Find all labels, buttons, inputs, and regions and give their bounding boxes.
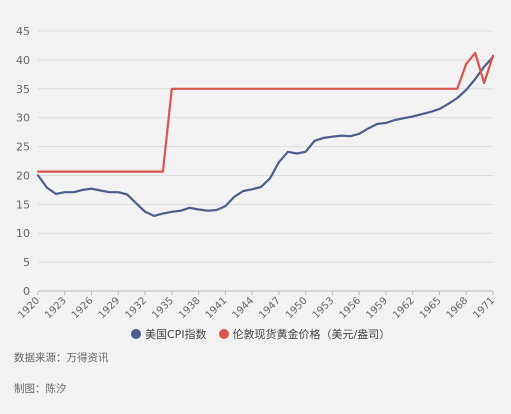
x-tick-label: 1953 xyxy=(311,295,337,321)
y-tick-label: 30 xyxy=(16,112,30,125)
gridlines xyxy=(38,30,493,292)
x-tick-label: 1938 xyxy=(177,295,203,321)
y-tick-label: 5 xyxy=(23,256,30,269)
x-tick-label: 1965 xyxy=(418,295,444,321)
x-tick-label: 1950 xyxy=(284,295,310,321)
y-tick-label: 10 xyxy=(16,227,30,240)
x-tick-label: 1923 xyxy=(43,295,69,321)
x-tick-label: 1956 xyxy=(338,295,364,321)
y-tick-label: 0 xyxy=(23,285,30,298)
y-tick-label: 20 xyxy=(16,169,30,182)
x-tick-label: 1962 xyxy=(391,295,417,321)
y-tick-label: 15 xyxy=(16,198,30,211)
y-tick-label: 40 xyxy=(16,54,30,67)
series-lines xyxy=(36,51,495,217)
x-tick-label: 1959 xyxy=(364,295,390,321)
y-tick-label: 25 xyxy=(16,141,30,154)
x-tick-label: 1947 xyxy=(257,295,283,321)
legend-swatch-cpi xyxy=(131,329,141,339)
x-tick-label: 1920 xyxy=(16,295,42,321)
author-note: 制图：陈汐 xyxy=(14,383,67,395)
legend-item-cpi: 美国CPI指数 xyxy=(131,326,207,342)
legend-label-cpi: 美国CPI指数 xyxy=(145,328,207,341)
x-tick-label: 1926 xyxy=(70,295,96,321)
legend: 美国CPI指数 伦敦现货黄金价格（美元/盎司） xyxy=(131,326,402,342)
y-axis-ticks: 0 5 10 15 20 25 30 35 40 45 xyxy=(16,25,30,298)
x-tick-label: 1971 xyxy=(471,295,497,321)
legend-swatch-gold xyxy=(218,329,229,339)
x-tick-label: 1932 xyxy=(123,295,149,321)
x-axis-ticks: 1920 1923 1926 1929 1932 1935 1938 1941 1944 1947… xyxy=(16,291,497,321)
series-line-gold xyxy=(36,51,495,173)
x-tick-label: 1929 xyxy=(97,295,123,321)
y-tick-label: 45 xyxy=(16,25,30,38)
x-tick-label: 1968 xyxy=(445,295,471,321)
x-tick-label: 1941 xyxy=(204,295,230,321)
x-tick-label: 1944 xyxy=(230,295,256,321)
source-note: 数据来源：万得资讯 xyxy=(14,352,109,364)
y-tick-label: 35 xyxy=(16,83,30,96)
legend-label-gold: 伦敦现货黄金价格（美元/盎司） xyxy=(232,328,391,341)
series-line-cpi xyxy=(36,55,495,217)
x-tick-label: 1935 xyxy=(150,295,176,321)
legend-item-gold: 伦敦现货黄金价格（美元/盎司） xyxy=(218,326,391,342)
